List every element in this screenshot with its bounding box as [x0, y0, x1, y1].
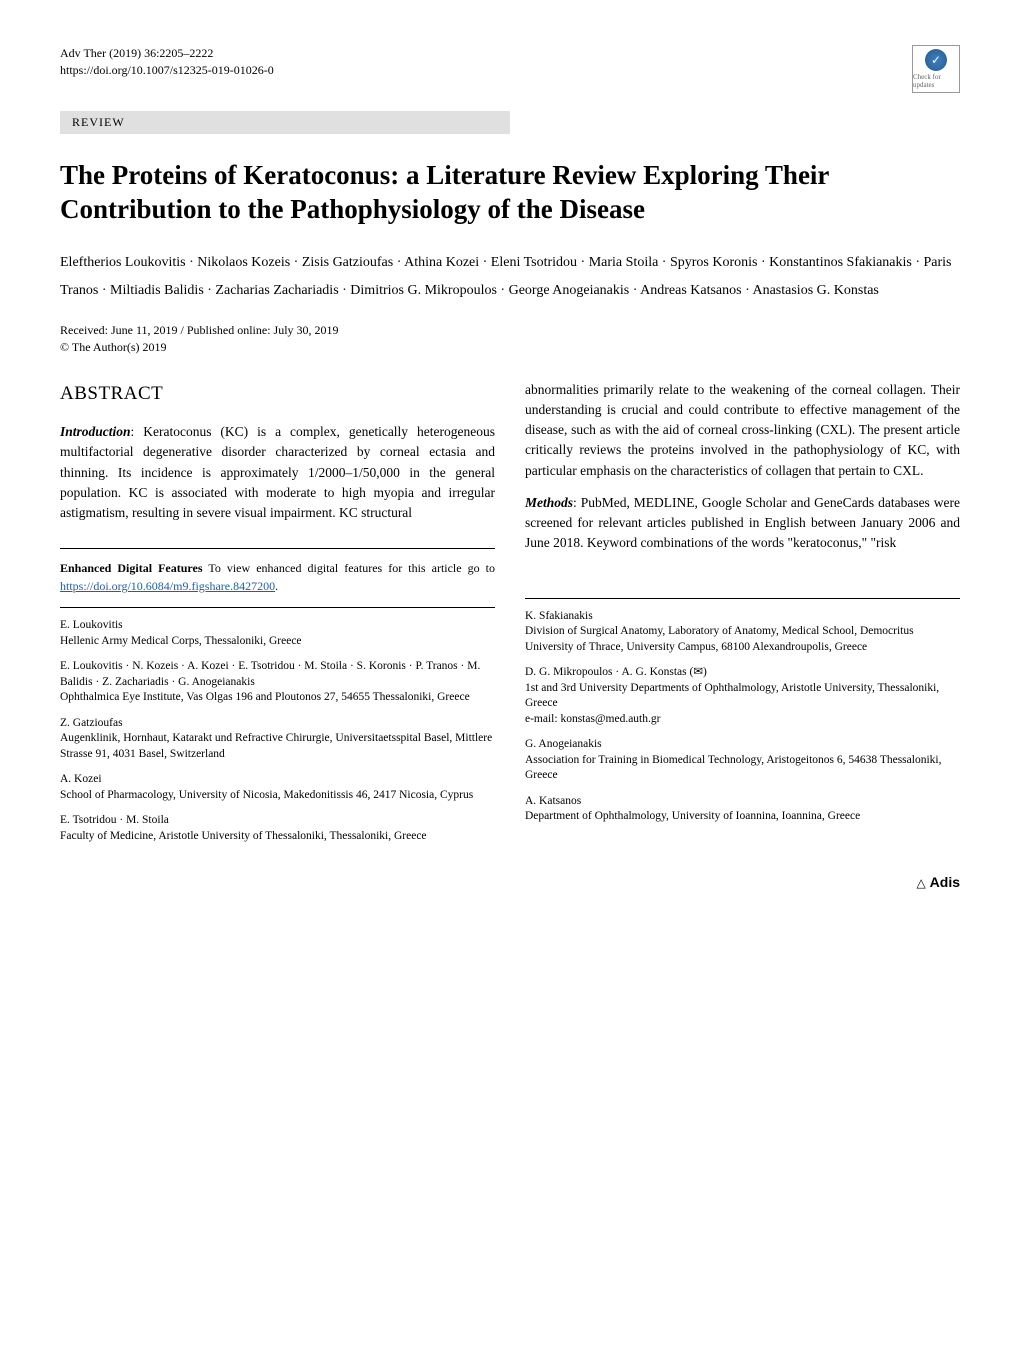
author-list: Eleftherios Loukovitis · Nikolaos Kozeis… [60, 249, 960, 305]
edf-period: . [275, 579, 278, 593]
affil-names: G. Anogeianakis [525, 737, 960, 753]
affiliation-block: E. Tsotridou · M. Stoila Faculty of Medi… [60, 813, 495, 844]
affil-names: Z. Gatzioufas [60, 716, 495, 732]
abstract-body-left: Introduction: Keratoconus (KC) is a comp… [60, 422, 495, 523]
badge-label: Check for updates [913, 73, 959, 89]
affil-names: A. Kozei [60, 772, 495, 788]
affil-address: Faculty of Medicine, Aristotle Universit… [60, 829, 495, 845]
affil-address: Augenklinik, Hornhaut, Katarakt und Refr… [60, 731, 495, 762]
left-column: ABSTRACT Introduction: Keratoconus (KC) … [60, 380, 495, 855]
affiliation-block: E. Loukovitis · N. Kozeis · A. Kozei · E… [60, 659, 495, 706]
affiliation-block: Z. Gatzioufas Augenklinik, Hornhaut, Kat… [60, 716, 495, 763]
affil-names: K. Sfakianakis [525, 609, 960, 625]
affil-address: Hellenic Army Medical Corps, Thessalonik… [60, 634, 495, 650]
affiliation-block: G. Anogeianakis Association for Training… [525, 737, 960, 784]
doi-link[interactable]: https://doi.org/10.1007/s12325-019-01026… [60, 62, 274, 79]
affil-email: e-mail: konstas@med.auth.gr [525, 712, 960, 728]
article-dates: Received: June 11, 2019 / Published onli… [60, 323, 960, 338]
affil-address: School of Pharmacology, University of Ni… [60, 788, 495, 804]
right-column: abnormalities primarily relate to the we… [525, 380, 960, 855]
affil-address: Department of Ophthalmology, University … [525, 809, 960, 825]
affil-names: A. Katsanos [525, 794, 960, 810]
affiliation-block: A. Kozei School of Pharmacology, Univers… [60, 772, 495, 803]
intro-label: Introduction [60, 424, 131, 439]
affiliation-block: K. Sfakianakis Division of Surgical Anat… [525, 609, 960, 656]
publisher-brand: Adis [930, 874, 960, 890]
affil-names: D. G. Mikropoulos · A. G. Konstas (✉) [525, 665, 960, 681]
publisher-footer: △ Adis [60, 874, 960, 890]
abstract-body-right: abnormalities primarily relate to the we… [525, 380, 960, 554]
methods-label: Methods [525, 495, 573, 510]
check-icon: ✓ [925, 49, 947, 71]
article-type-bar: REVIEW [60, 111, 510, 134]
abstract-columns: ABSTRACT Introduction: Keratoconus (KC) … [60, 380, 960, 855]
methods-text: : PubMed, MEDLINE, Google Scholar and Ge… [525, 495, 960, 551]
page-header: Adv Ther (2019) 36:2205–2222 https://doi… [60, 45, 960, 93]
affil-address: Division of Surgical Anatomy, Laboratory… [525, 624, 960, 655]
abstract-intro-para: Introduction: Keratoconus (KC) is a comp… [60, 422, 495, 523]
edf-text: To view enhanced digital features for th… [208, 561, 495, 575]
affil-address: Association for Training in Biomedical T… [525, 753, 960, 784]
affil-names: E. Loukovitis [60, 618, 495, 634]
affiliation-block: A. Katsanos Department of Ophthalmology,… [525, 794, 960, 825]
affil-names: E. Loukovitis · N. Kozeis · A. Kozei · E… [60, 659, 495, 690]
enhanced-digital-features: Enhanced Digital Features To view enhanc… [60, 548, 495, 595]
triangle-icon: △ [917, 876, 926, 890]
journal-info: Adv Ther (2019) 36:2205–2222 https://doi… [60, 45, 274, 79]
affiliations-right: K. Sfakianakis Division of Surgical Anat… [525, 598, 960, 825]
edf-link[interactable]: https://doi.org/10.6084/m9.figshare.8427… [60, 579, 275, 593]
affil-address: 1st and 3rd University Departments of Op… [525, 681, 960, 712]
abstract-methods-para: Methods: PubMed, MEDLINE, Google Scholar… [525, 493, 960, 554]
edf-label: Enhanced Digital Features [60, 561, 203, 575]
affiliations-left: E. Loukovitis Hellenic Army Medical Corp… [60, 607, 495, 844]
affiliation-block: D. G. Mikropoulos · A. G. Konstas (✉) 1s… [525, 665, 960, 727]
affil-names: E. Tsotridou · M. Stoila [60, 813, 495, 829]
affil-address: Ophthalmica Eye Institute, Vas Olgas 196… [60, 690, 495, 706]
affiliation-block: E. Loukovitis Hellenic Army Medical Corp… [60, 618, 495, 649]
abstract-heading: ABSTRACT [60, 380, 495, 409]
journal-reference: Adv Ther (2019) 36:2205–2222 [60, 45, 274, 62]
article-title: The Proteins of Keratoconus: a Literatur… [60, 159, 960, 227]
abstract-intro-cont: abnormalities primarily relate to the we… [525, 380, 960, 481]
crossmark-badge[interactable]: ✓ Check for updates [912, 45, 960, 93]
copyright-line: © The Author(s) 2019 [60, 340, 960, 355]
